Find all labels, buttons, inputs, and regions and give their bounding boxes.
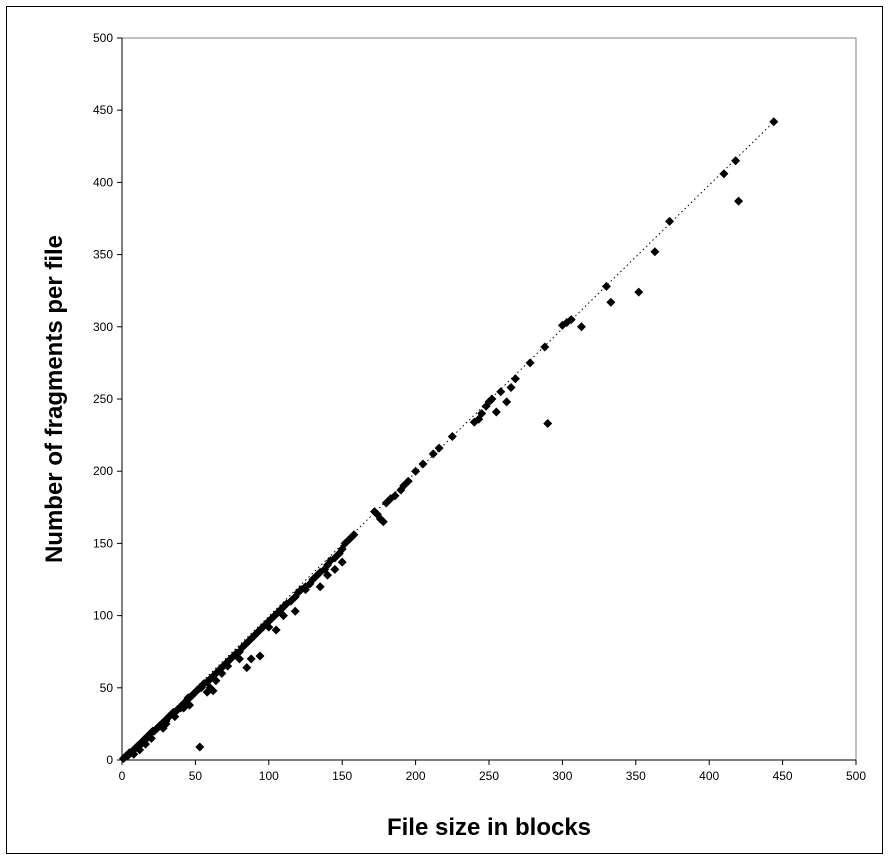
data-point — [372, 510, 382, 520]
data-point — [146, 733, 156, 743]
data-point — [496, 387, 506, 397]
data-point — [208, 686, 218, 696]
y-tick-label: 450 — [93, 103, 113, 117]
x-axis-ticks: 0 50 100 150 200 250 300 350 400 450 500 — [119, 760, 866, 783]
y-axis-title: Number of fragments per file — [41, 235, 68, 563]
data-point — [349, 530, 359, 540]
data-point — [390, 491, 400, 501]
x-tick-label: 50 — [189, 769, 203, 783]
y-tick-label: 400 — [93, 175, 113, 189]
data-point — [255, 651, 265, 661]
data-point — [576, 322, 586, 332]
data-point — [315, 582, 325, 592]
data-point — [278, 611, 288, 621]
y-axis-ticks: 0 50 100 150 200 250 300 350 400 450 500 — [93, 31, 122, 767]
y-tick-label: 150 — [93, 536, 113, 550]
data-point — [290, 606, 300, 616]
chart-frame: 0 50 100 150 200 250 300 350 400 450 500 0 50 100 150… — [6, 6, 883, 854]
data-point — [403, 476, 413, 486]
data-point — [161, 719, 171, 729]
data-point — [650, 247, 660, 257]
y-tick-label: 250 — [93, 392, 113, 406]
data-point — [140, 739, 150, 749]
data-point — [502, 397, 512, 407]
data-point — [491, 407, 501, 417]
data-point — [734, 196, 744, 206]
x-axis-title: File size in blocks — [387, 814, 591, 841]
x-tick-label: 350 — [626, 769, 646, 783]
y-tick-label: 300 — [93, 320, 113, 334]
data-point — [434, 443, 444, 453]
y-tick-label: 50 — [100, 681, 114, 695]
data-point — [487, 394, 497, 404]
data-point — [543, 419, 553, 429]
data-point — [217, 668, 227, 678]
data-point — [301, 585, 310, 595]
data-point — [223, 661, 233, 671]
y-tick-label: 200 — [93, 464, 113, 478]
data-point — [264, 622, 274, 632]
data-point — [447, 432, 457, 442]
data-point — [195, 742, 205, 752]
y-tick-label: 500 — [93, 31, 113, 45]
data-point — [211, 676, 221, 686]
x-tick-label: 150 — [332, 769, 352, 783]
data-point — [258, 622, 268, 632]
x-tick-label: 0 — [119, 769, 126, 783]
data-point — [411, 466, 421, 476]
data-point — [176, 703, 186, 713]
data-point — [510, 374, 520, 384]
data-point — [135, 745, 145, 755]
data-point — [634, 287, 644, 297]
x-tick-label: 200 — [406, 769, 426, 783]
data-points — [118, 117, 779, 764]
data-point — [242, 663, 252, 673]
x-tick-label: 400 — [699, 769, 719, 783]
x-tick-label: 300 — [552, 769, 572, 783]
y-tick-label: 100 — [93, 609, 113, 623]
y-tick-label: 0 — [106, 753, 113, 767]
x-tick-label: 250 — [479, 769, 499, 783]
scatter-chart: 0 50 100 150 200 250 300 350 400 450 500 0 50 100 150… — [41, 31, 866, 841]
data-point — [271, 625, 281, 635]
data-point — [719, 169, 729, 179]
data-point — [129, 749, 139, 759]
data-point — [606, 297, 616, 307]
x-tick-label: 500 — [846, 769, 866, 783]
data-point — [540, 342, 550, 352]
data-point — [378, 517, 388, 527]
data-point — [731, 156, 741, 166]
data-point — [418, 459, 428, 469]
data-point — [170, 712, 180, 722]
data-point — [330, 564, 340, 574]
data-point — [566, 315, 576, 325]
data-point — [246, 654, 256, 664]
x-tick-label: 450 — [773, 769, 793, 783]
data-point — [185, 700, 195, 710]
data-point — [665, 216, 675, 226]
data-point — [428, 449, 438, 459]
data-point — [337, 557, 347, 567]
data-point — [601, 281, 611, 291]
x-tick-label: 100 — [259, 769, 279, 783]
y-tick-label: 350 — [93, 248, 113, 262]
data-point — [525, 358, 535, 368]
data-point — [769, 117, 779, 127]
data-point — [477, 408, 487, 418]
data-point — [323, 570, 333, 580]
data-point — [234, 654, 244, 664]
data-point — [506, 382, 516, 392]
